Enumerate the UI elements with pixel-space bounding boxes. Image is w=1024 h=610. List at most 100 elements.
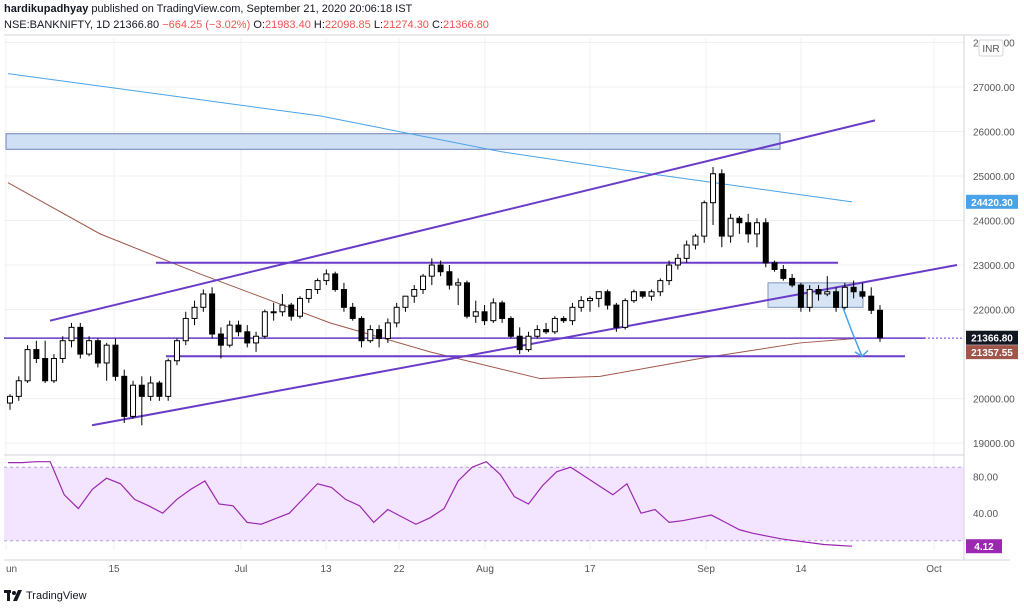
resistance-zone bbox=[5, 133, 781, 150]
candle-body bbox=[314, 280, 321, 291]
candle-body bbox=[235, 324, 242, 333]
y-tick-label: 20000.00 bbox=[973, 395, 1015, 406]
price-badge-label: 24420.30 bbox=[971, 198, 1013, 209]
candle-body bbox=[103, 344, 110, 364]
low-value: 21274.30 bbox=[383, 19, 429, 31]
x-tick-label: 22 bbox=[393, 564, 405, 575]
x-tick-label: 14 bbox=[795, 564, 807, 575]
currency-badge: INR bbox=[978, 39, 1004, 57]
candle-body bbox=[305, 289, 312, 299]
candle-body bbox=[710, 173, 717, 204]
candle-body bbox=[736, 217, 743, 224]
author-name[interactable]: hardikupadhyay bbox=[4, 3, 89, 15]
candle-body bbox=[613, 304, 620, 328]
candle-body bbox=[692, 235, 699, 246]
price-badges: 24420.30 21366.80 21357.55 4.12 INR bbox=[966, 39, 1018, 554]
price-chart[interactable]: 28000.0027000.0026000.0025000.0024000.00… bbox=[0, 0, 1024, 590]
candle-body bbox=[525, 335, 532, 351]
projection-arrow bbox=[841, 304, 863, 357]
candle-body bbox=[332, 273, 339, 291]
candle-body bbox=[683, 244, 690, 259]
candle-body bbox=[288, 304, 295, 317]
candle-body bbox=[156, 382, 163, 397]
close-label: C: bbox=[432, 19, 443, 31]
y-tick-label: 26000.00 bbox=[973, 127, 1015, 138]
publish-line: hardikupadhyay published on TradingView.… bbox=[4, 3, 412, 15]
rsi-badge-label: 4.12 bbox=[974, 542, 994, 553]
candle-body bbox=[279, 304, 286, 313]
candle-body bbox=[261, 311, 268, 337]
price-change: −664.25 (−3.02%) bbox=[162, 19, 251, 31]
candle-body bbox=[666, 264, 673, 282]
candle-body bbox=[349, 306, 356, 319]
rsi-band bbox=[4, 467, 964, 541]
candle-body bbox=[587, 297, 593, 302]
candle-body bbox=[200, 293, 207, 308]
candle-body bbox=[384, 322, 391, 339]
candle-body bbox=[841, 286, 848, 308]
candle-body bbox=[428, 264, 435, 277]
candle-body bbox=[50, 358, 57, 382]
candle-body bbox=[42, 358, 49, 382]
low-label: L: bbox=[373, 19, 384, 31]
candle-body bbox=[138, 384, 145, 397]
candle-body bbox=[33, 349, 40, 360]
candle-body bbox=[59, 340, 66, 360]
candle-body bbox=[534, 329, 541, 337]
price-badge-bg bbox=[966, 345, 1018, 360]
candle-body bbox=[551, 317, 558, 333]
candle-body bbox=[762, 222, 769, 264]
candle-body bbox=[490, 302, 497, 322]
candle-body bbox=[481, 311, 488, 322]
candle-body bbox=[701, 202, 708, 237]
candle-body bbox=[358, 317, 365, 342]
candle-body bbox=[499, 302, 506, 319]
candle-body bbox=[771, 262, 778, 270]
candle-body bbox=[824, 291, 831, 295]
candle-body bbox=[253, 335, 260, 344]
candle-body bbox=[797, 284, 804, 308]
candle-body bbox=[727, 217, 734, 237]
rsi-tick-label: 80.00 bbox=[973, 472, 998, 483]
candle-body bbox=[859, 291, 866, 297]
x-tick-label: Aug bbox=[476, 564, 494, 575]
candle-body bbox=[112, 344, 119, 377]
price-badge-bg bbox=[966, 194, 1018, 209]
rsi-badge-bg bbox=[966, 539, 1002, 554]
candle-body bbox=[367, 329, 374, 342]
ma-brown-line bbox=[7, 182, 861, 380]
consolidation-box bbox=[767, 282, 864, 308]
price-badge-label: 21366.80 bbox=[971, 334, 1013, 345]
x-tick-label: Jul bbox=[235, 564, 248, 575]
price-badge: 21357.55 bbox=[966, 345, 1018, 360]
candle-body bbox=[15, 380, 22, 397]
candle-body bbox=[622, 300, 629, 328]
candle-body bbox=[815, 289, 822, 295]
tradingview-logo-icon bbox=[4, 590, 22, 601]
candle-body bbox=[630, 291, 637, 302]
candle-body bbox=[94, 340, 101, 364]
candle-body bbox=[173, 340, 180, 362]
candle-body bbox=[297, 297, 303, 317]
candle-body bbox=[877, 309, 883, 339]
tradingview-logo[interactable]: TradingView bbox=[4, 590, 87, 602]
open-label: O: bbox=[253, 19, 265, 31]
candle-body bbox=[121, 375, 128, 417]
y-tick-label: 23000.00 bbox=[973, 261, 1015, 272]
channel-upper-line bbox=[49, 119, 876, 322]
price-badge-label: 21357.55 bbox=[971, 348, 1013, 359]
channel-lower-line bbox=[91, 264, 958, 427]
x-tick-label: 15 bbox=[108, 564, 120, 575]
candle-body bbox=[7, 395, 13, 404]
x-tick-label: Oct bbox=[926, 564, 942, 575]
y-tick-label: 25000.00 bbox=[973, 172, 1015, 183]
candle-body bbox=[868, 295, 875, 311]
last-price: 21366.80 bbox=[113, 19, 160, 31]
candle-body bbox=[648, 291, 655, 297]
candle-body bbox=[455, 282, 462, 286]
candle-body bbox=[850, 286, 857, 293]
trend-lines bbox=[4, 73, 964, 427]
close-value: 21366.80 bbox=[443, 19, 489, 31]
currency-badge-label: INR bbox=[982, 44, 999, 55]
candle-body bbox=[446, 271, 453, 286]
